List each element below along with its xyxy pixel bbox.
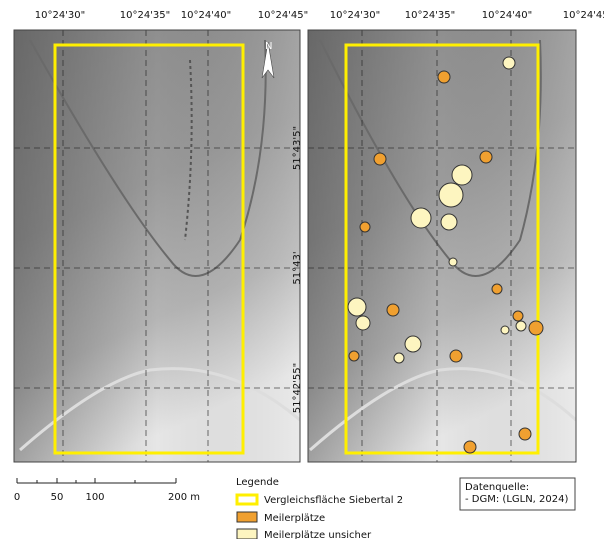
kiln-site-uncertain [501,326,509,334]
coordinate-label: 51°43' [292,251,303,284]
coordinate-label: 10°24'35" [405,10,456,21]
north-label: N [265,41,272,52]
kiln-site-uncertain [394,353,404,363]
kiln-site-uncertain [356,316,370,330]
kiln-site [519,428,531,440]
legend-item: Meilerplätze [264,513,325,524]
kiln-site-uncertain [405,336,421,352]
kiln-site [450,350,462,362]
source-text: - DGM: (LGLN, 2024) [465,494,568,505]
kiln-site-uncertain [452,165,472,185]
kiln-site [349,351,359,361]
kiln-site [464,441,476,453]
coordinate-label: 10°24'30" [35,10,86,21]
kiln-site-uncertain [503,57,515,69]
scale-label: 100 [85,492,104,503]
kiln-site [480,151,492,163]
scale-label: 0 [14,492,20,503]
kiln-site-uncertain [348,298,366,316]
map-page: N 10°24'30" 10°24'35" 10°24'40" 10°24'45" 10… [0,0,604,539]
kiln-site [529,321,543,335]
scale-label: 50 [51,492,64,503]
kiln-site [374,153,386,165]
coordinate-label: 10°24'45" [258,10,309,21]
source-title: Datenquelle: [465,482,529,493]
legend-item: Vergleichsfläche Siebertal 2 [264,495,403,506]
kiln-site-uncertain [439,183,463,207]
map-left: N [14,30,300,462]
coordinate-label: 10°24'30" [330,10,381,21]
kiln-site-uncertain [449,258,457,266]
kiln-site [492,284,502,294]
legend-item: Meilerplätze unsicher [264,530,372,539]
map-right [308,30,576,462]
kiln-site-uncertain [516,321,526,331]
scale-bar [17,478,176,483]
scale-label: 200 m [168,492,200,503]
kiln-site [360,222,370,232]
legend-swatch [237,495,257,504]
kiln-site [438,71,450,83]
kiln-site [513,311,523,321]
coordinate-label: 10°24'40" [181,10,232,21]
coordinate-label: 10°24'35" [120,10,171,21]
legend-swatch [237,512,257,522]
legend-title: Legende [236,477,279,488]
legend-swatch [237,529,257,539]
coordinate-label: 10°24'40" [482,10,533,21]
kiln-site-uncertain [411,208,431,228]
kiln-site-uncertain [441,214,457,230]
coordinate-label: 10°24'45" [563,10,604,21]
kiln-site [387,304,399,316]
coordinate-label: 51°43'5" [292,126,303,170]
coordinate-label: 51°42'55" [292,363,303,414]
